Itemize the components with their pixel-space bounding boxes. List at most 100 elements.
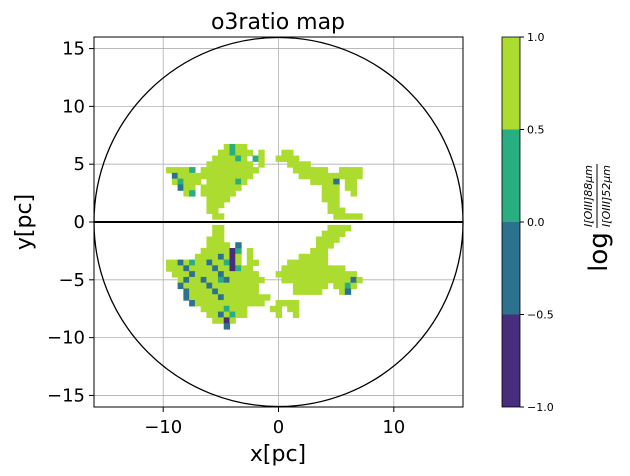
contour-cell <box>327 190 334 197</box>
contour-cell <box>177 265 184 272</box>
contour-cell <box>235 276 242 284</box>
contour-cell <box>229 178 236 186</box>
contour-cell <box>200 184 208 191</box>
contour-cell <box>350 276 357 284</box>
contour-cell <box>200 259 208 266</box>
contour-cell <box>327 207 334 214</box>
contour-cell <box>292 271 300 278</box>
contour-cell <box>177 172 184 180</box>
contour-cell <box>241 155 248 162</box>
contour-cell <box>177 184 184 191</box>
contour-cell <box>212 265 219 272</box>
contour-cell <box>217 300 225 307</box>
contour-cell <box>321 195 329 203</box>
contour-cell <box>189 190 196 197</box>
contour-cell <box>235 167 242 174</box>
contour-cell <box>339 288 346 295</box>
contour-cell <box>229 288 236 295</box>
contour-cell <box>206 259 213 266</box>
contour-cell <box>183 178 190 186</box>
contour-cell <box>183 167 190 174</box>
contour-cell <box>171 265 179 272</box>
contour-cell <box>200 190 208 197</box>
contour-cell <box>223 265 231 272</box>
contour-cell <box>252 276 259 284</box>
contour-cell <box>292 300 300 307</box>
contour-cell <box>298 288 306 295</box>
contour-cell <box>189 271 196 278</box>
contour-cell <box>189 167 196 174</box>
contour-cell <box>315 271 323 278</box>
contour-cell <box>212 213 219 220</box>
contour-cell <box>229 184 236 191</box>
contour-cell <box>315 167 323 174</box>
contour-cell <box>310 282 317 290</box>
contour-cell <box>212 230 219 238</box>
contour-cell <box>339 230 346 238</box>
contour-cell <box>356 213 363 220</box>
contour-cell <box>183 184 190 191</box>
contour-cell <box>344 271 352 278</box>
contour-cell <box>223 248 231 255</box>
contour-cell <box>258 276 265 284</box>
contour-cell <box>333 213 340 220</box>
contour-cell <box>223 172 231 180</box>
contour-cell <box>327 276 334 284</box>
contour-cell <box>327 224 334 232</box>
contour-cell <box>246 271 254 278</box>
contour-cell <box>321 242 329 249</box>
contour-cell <box>310 253 317 261</box>
contour-cell <box>229 259 236 266</box>
contour-cell <box>269 305 277 313</box>
contour-cell <box>217 271 225 278</box>
contour-cell <box>223 190 231 197</box>
contour-cell <box>212 294 219 301</box>
contour-cell <box>194 259 202 266</box>
contour-cell <box>212 172 219 180</box>
contour-cell <box>246 161 254 168</box>
contour-cell <box>183 190 190 197</box>
y-tick-label: −5 <box>58 270 85 291</box>
contour-cell <box>327 265 334 272</box>
contour-cell <box>287 300 294 307</box>
contour-cell <box>235 282 242 290</box>
contour-cell <box>241 305 248 313</box>
contour-cell <box>339 276 346 284</box>
contour-cell <box>223 323 231 330</box>
colorbar-label-numerator: I[OIII]88μm <box>582 165 595 227</box>
contour-cell <box>212 236 219 243</box>
contour-cell <box>310 265 317 272</box>
contour-cell <box>206 288 213 295</box>
contour-cell <box>252 300 259 307</box>
contour-cell <box>281 300 288 307</box>
y-tick-label: 10 <box>62 96 85 117</box>
contour-cell <box>223 300 231 307</box>
contour-cell <box>212 259 219 266</box>
contour-cell <box>246 167 254 174</box>
contour-cell <box>206 167 213 174</box>
contour-cell <box>200 167 208 174</box>
contour-cell <box>298 259 306 266</box>
contour-cell <box>212 178 219 186</box>
contour-cell <box>200 282 208 290</box>
contour-cell <box>344 276 352 284</box>
contour-cell <box>217 230 225 238</box>
contour-cell <box>333 236 340 243</box>
contour-cell <box>189 294 196 301</box>
contour-cell <box>194 282 202 290</box>
contour-cell <box>223 253 231 261</box>
contour-cell <box>200 265 208 272</box>
contour-cell <box>321 184 329 191</box>
contour-cell <box>235 178 242 186</box>
contour-cell <box>183 265 190 272</box>
contour-cell <box>189 300 196 307</box>
contour-cell <box>304 172 311 180</box>
contour-cell <box>321 190 329 197</box>
contour-cell <box>339 172 346 180</box>
contour-cell <box>229 276 236 284</box>
contour-cell <box>350 167 357 174</box>
contour-cell <box>333 207 340 214</box>
contour-cell <box>189 288 196 295</box>
contour-cell <box>310 178 317 186</box>
contour-cell <box>223 161 231 168</box>
